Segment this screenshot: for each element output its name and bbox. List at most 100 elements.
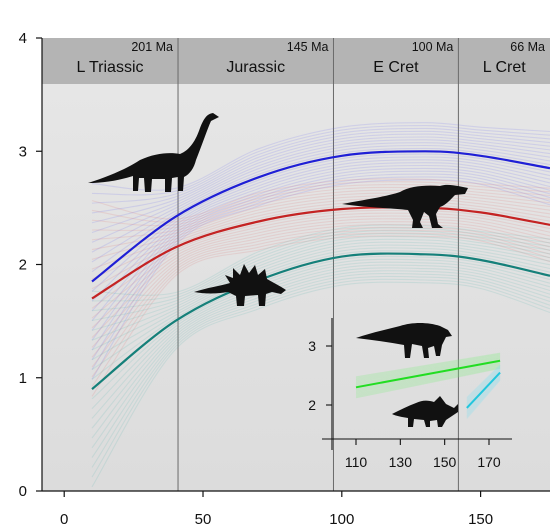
uncertainty-trace: [91, 235, 550, 397]
uncertainty-trace: [91, 241, 550, 351]
uncertainty-trace: [91, 275, 550, 468]
uncertainty-trace: [91, 142, 550, 253]
uncertainty-trace: [91, 218, 550, 338]
axis-ticks: 0 50 100 150 0 1 2 3 4: [19, 30, 493, 528]
inset-uncertainty-trace: [355, 353, 501, 379]
inset-y-tick-label: 2: [308, 397, 316, 413]
period-age-label: 66 Ma: [510, 40, 545, 54]
uncertainty-trace: [91, 247, 550, 370]
y-tick-label: 3: [19, 143, 27, 160]
uncertainty-trace: [91, 232, 550, 387]
y-tick-label: 2: [19, 257, 27, 274]
uncertainty-trace: [91, 159, 550, 312]
inset-uncertainty-trace: [355, 354, 501, 381]
inset-uncertainty-trace: [466, 368, 501, 404]
uncertainty-trace: [91, 221, 550, 348]
inset-series-lines: [355, 359, 501, 409]
inset-uncertainty-trace: [466, 377, 501, 417]
uncertainty-trace: [91, 226, 550, 368]
uncertainty-trace: [91, 127, 550, 204]
uncertainty-trace: [91, 244, 550, 361]
x-tick-label: 100: [329, 511, 354, 528]
inset-uncertainty-trace: [466, 375, 501, 414]
plot-panel: [42, 38, 550, 491]
inset-series-mean-line: [355, 359, 501, 389]
inset-series-mean-line: [466, 371, 501, 409]
uncertainty-trace: [91, 164, 550, 331]
uncertainty-trace: [91, 156, 550, 302]
inset-uncertainty-trace: [355, 358, 501, 386]
inset-uncertainty-trace: [466, 379, 501, 419]
inset-uncertainty-trace: [466, 366, 501, 401]
uncertainty-trace: [91, 189, 550, 241]
x-tick-label: 50: [195, 511, 212, 528]
inset-uncertainty-trace: [355, 366, 501, 397]
period-age-label: 145 Ma: [287, 40, 329, 54]
inset-x-tick-label: 110: [345, 454, 368, 470]
uncertainty-trace: [91, 229, 550, 378]
inset-uncertainty-trace: [355, 355, 501, 382]
ceratopsian-silhouette: [392, 396, 458, 427]
uncertainty-trace: [91, 192, 550, 251]
uncertainty-trace: [91, 122, 550, 191]
y-tick-label: 1: [19, 370, 27, 387]
uncertainty-trace: [91, 133, 550, 224]
inset-uncertainty-trace: [355, 356, 501, 383]
uncertainty-trace: [91, 215, 550, 329]
inset-uncertainty-trace: [355, 367, 501, 399]
uncertainty-trace: [91, 125, 550, 196]
uncertainty-trace: [91, 224, 550, 296]
uncertainty-trace: [91, 181, 550, 223]
uncertainty-trace: [91, 278, 550, 478]
uncertainty-trace: [91, 162, 550, 321]
inset-uncertainty-trace: [355, 364, 501, 395]
uncertainty-trace: [91, 223, 550, 358]
uncertainty-trace: [91, 176, 550, 370]
uncertainty-trace: [91, 209, 550, 309]
period-label: L Cret: [483, 59, 527, 76]
uncertainty-trace: [91, 178, 550, 220]
inset-panel: 110 130 150 170 2 3: [308, 318, 512, 470]
uncertainty-trace: [91, 144, 550, 263]
uncertainty-trace: [91, 179, 550, 380]
series-mean-line: [91, 206, 550, 300]
uncertainty-trace: [91, 230, 550, 312]
inset-uncertainty-trace: [355, 357, 501, 384]
hadrosaur-silhouette: [356, 323, 452, 358]
uncertainty-trace: [91, 270, 550, 449]
inset-x-tick-label: 150: [433, 454, 457, 470]
uncertainty-trace: [91, 147, 550, 273]
uncertainty-trace: [91, 235, 550, 331]
uncertainty-trace: [91, 198, 550, 270]
period-label: L Triassic: [77, 59, 144, 76]
x-tick-label: 0: [60, 511, 68, 528]
inset-uncertainty-trace: [355, 362, 501, 391]
inset-axis-ticks: 110 130 150 170 2 3: [308, 338, 501, 470]
uncertainty-trace: [91, 203, 550, 290]
period-age-label: 100 Ma: [412, 40, 454, 54]
uncertainty-trace: [91, 167, 550, 341]
uncertainty-trace: [91, 227, 550, 302]
uncertainty-trace: [91, 139, 550, 243]
uncertainty-trace: [91, 255, 550, 400]
inset-x-tick-label: 130: [389, 454, 413, 470]
inset-uncertainty-trace: [466, 370, 501, 406]
uncertainty-trace: [91, 201, 550, 280]
inset-uncertainty-trace: [466, 376, 501, 415]
inset-uncertainty-bands: [355, 352, 501, 419]
inset-uncertainty-trace: [466, 367, 501, 402]
inset-uncertainty-trace: [355, 363, 501, 394]
stegosaur-silhouette: [194, 264, 286, 306]
uncertainty-trace: [91, 170, 550, 351]
uncertainty-trace: [91, 250, 550, 380]
uncertainty-trace: [91, 238, 550, 341]
theropod-silhouette: [342, 184, 468, 228]
inset-uncertainty-trace: [466, 378, 501, 418]
uncertainty-trace: [91, 136, 550, 234]
uncertainty-trace: [91, 264, 550, 429]
uncertainty-trace: [91, 273, 550, 458]
period-label: E Cret: [373, 59, 419, 76]
inset-uncertainty-trace: [466, 364, 501, 398]
